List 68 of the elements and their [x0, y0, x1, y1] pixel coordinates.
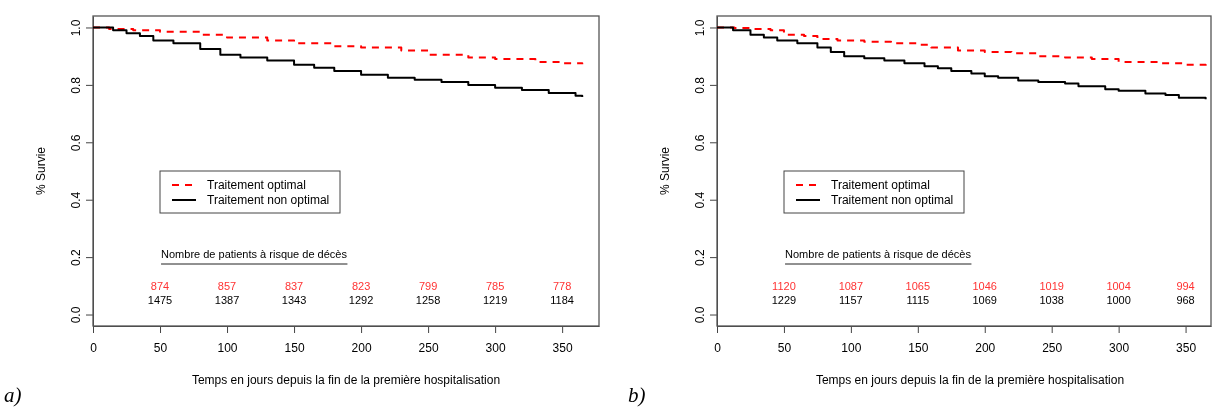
x-tick-label: 300: [1109, 340, 1130, 355]
annotation: 799: [418, 279, 438, 292]
annotation: 1292: [348, 293, 374, 306]
y-tick-label: 0.0: [69, 306, 84, 324]
annotation: 1184: [550, 293, 574, 306]
y-tick-label: 0.6: [693, 134, 708, 152]
annotation: 1065: [905, 279, 931, 292]
x-tick-label: 0: [90, 340, 98, 355]
x-tick-label: 200: [975, 340, 996, 355]
x-axis-title: Temps en jours depuis la fin de la première hospitalisation: [191, 373, 501, 387]
annotation: 823: [351, 279, 371, 292]
x-tick-label: 50: [153, 340, 168, 355]
annotation: 994: [1176, 279, 1195, 292]
annotation: 1004: [1106, 279, 1131, 292]
annotation: 1157: [839, 293, 863, 306]
annotation: Nombre de patients à risque de décès: [161, 248, 348, 260]
x-tick-label: 0: [714, 340, 722, 355]
x-tick-label: 350: [1176, 340, 1197, 355]
annotation: 1046: [972, 279, 997, 292]
x-tick-label: 50: [777, 340, 792, 355]
annotation: 785: [485, 279, 505, 292]
x-tick-label: 250: [1042, 340, 1063, 355]
x-tick-label: 200: [351, 340, 372, 355]
annotation: 1069: [972, 293, 997, 306]
annotation: 1387: [214, 293, 240, 306]
x-tick-label: 100: [841, 340, 862, 355]
legend-label: Traitement non optimal: [207, 193, 330, 208]
x-tick-label: 150: [284, 340, 305, 355]
text: a): [4, 383, 22, 407]
annotation: 1229: [771, 293, 797, 306]
annotation: 1087: [838, 279, 864, 292]
y-axis-title: % Survie: [34, 146, 48, 196]
x-tick-label: 100: [217, 340, 238, 355]
y-tick-label: 0.4: [693, 191, 708, 209]
annotation: 1038: [1039, 293, 1064, 306]
annotation: 1120: [772, 279, 796, 292]
x-tick-label: 250: [418, 340, 439, 355]
annotation: 1019: [1039, 279, 1064, 292]
y-tick-label: 0.0: [693, 306, 708, 324]
y-tick-label: 0.4: [69, 191, 84, 209]
y-tick-label: 0.6: [69, 134, 84, 152]
y-tick-label: 0.8: [693, 76, 708, 94]
y-tick-label: 1.0: [69, 19, 84, 37]
text: b): [628, 383, 646, 407]
legend-label: Traitement optimal: [831, 178, 930, 193]
y-tick-label: 0.2: [693, 248, 708, 266]
annotation: 1219: [482, 293, 508, 306]
y-axis-title: % Survie: [658, 146, 672, 196]
legend-label: Traitement optimal: [207, 178, 306, 193]
annotation: 1115: [906, 293, 930, 306]
y-tick-label: 0.2: [69, 248, 84, 266]
y-tick-label: 1.0: [693, 19, 708, 37]
annotation: 1343: [281, 293, 307, 306]
annotation: 778: [552, 279, 572, 292]
x-tick-label: 350: [552, 340, 573, 355]
legend-label: Traitement non optimal: [831, 193, 954, 208]
x-axis-title: Temps en jours depuis la fin de la première hospitalisation: [815, 373, 1125, 387]
annotation: Nombre de patients à risque de décès: [785, 248, 972, 260]
annotation: 837: [284, 279, 304, 292]
annotation: 857: [217, 279, 237, 292]
annotation: 968: [1176, 293, 1195, 306]
annotation: 874: [150, 279, 170, 292]
y-tick-label: 0.8: [69, 76, 84, 94]
x-tick-label: 150: [908, 340, 929, 355]
annotation: 1258: [415, 293, 441, 306]
annotation: 1000: [1106, 293, 1131, 306]
annotation: 1475: [147, 293, 173, 306]
x-tick-label: 300: [485, 340, 506, 355]
